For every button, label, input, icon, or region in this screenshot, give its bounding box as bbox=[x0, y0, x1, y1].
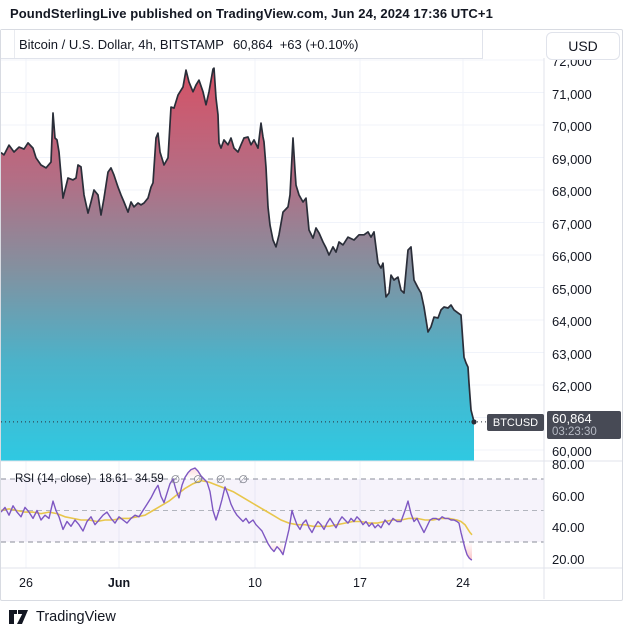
rsi-name: RSI (14, close) bbox=[15, 473, 92, 485]
chart-toolbar: Bitcoin / U.S. Dollar, 4h, BITSTAMP 60,8… bbox=[1, 30, 483, 59]
price-tick-label: 60,000 bbox=[552, 444, 592, 459]
price-tick-label: 66,000 bbox=[552, 249, 592, 264]
rsi-tick-label: 40.00 bbox=[552, 520, 585, 536]
time-tick-label: 10 bbox=[248, 576, 262, 590]
chart-canvas[interactable] bbox=[1, 58, 622, 600]
price-tick-label: 68,000 bbox=[552, 184, 592, 199]
tradingview-logo-icon bbox=[9, 610, 28, 624]
chart-widget: Bitcoin / U.S. Dollar, 4h, BITSTAMP 60,8… bbox=[0, 29, 623, 601]
rsi-tick-label: 20.00 bbox=[552, 551, 585, 567]
currency-usd-button[interactable]: USD bbox=[546, 32, 620, 60]
time-tick-label: Jun bbox=[107, 576, 131, 590]
symbol-legend: Bitcoin / U.S. Dollar, 4h, BITSTAMP 60,8… bbox=[19, 30, 358, 58]
rsi-hidden-values: ∅ ∅ ∅ ∅ bbox=[170, 473, 254, 486]
rsi-legend: RSI (14, close) 18.61 34.59 ∅ ∅ ∅ ∅ bbox=[15, 472, 253, 486]
price-tick-label: 69,000 bbox=[552, 151, 592, 167]
time-tick-label: 24 bbox=[456, 576, 470, 590]
symbol-price-tag: BTCUSD bbox=[487, 414, 544, 431]
attribution-text: PoundSterlingLive published on TradingVi… bbox=[10, 6, 493, 21]
price-tick-label: 70,000 bbox=[552, 119, 592, 134]
legend-last-price: 60,864 bbox=[232, 36, 273, 52]
bar-countdown: 03:23:30 bbox=[552, 426, 597, 438]
rsi-tick-label: 60.00 bbox=[552, 488, 585, 504]
last-price-box: 60,864 03:23:30 bbox=[547, 411, 621, 439]
tradingview-attribution[interactable]: TradingView bbox=[8, 606, 116, 628]
price-tick-label: 62,000 bbox=[552, 379, 592, 394]
time-tick-label: 17 bbox=[353, 576, 367, 590]
rsi-value: 18.61 bbox=[99, 473, 128, 485]
last-price-value: 60,864 bbox=[552, 411, 592, 426]
price-tick-label: 64,000 bbox=[552, 314, 592, 329]
time-tick-label: 26 bbox=[19, 576, 33, 590]
price-tick-label: 63,000 bbox=[552, 346, 592, 362]
price-tick-label: 67,000 bbox=[552, 216, 592, 232]
rsi-tick-label: 80.00 bbox=[552, 457, 585, 473]
tradingview-brand-text: TradingView bbox=[36, 609, 116, 625]
rsi-ma-value: 34.59 bbox=[134, 473, 164, 485]
legend-change: +63 (+0.10%) bbox=[279, 36, 359, 52]
price-tick-label: 65,000 bbox=[552, 281, 592, 297]
price-tick-label: 71,000 bbox=[552, 86, 592, 102]
symbol-title: Bitcoin / U.S. Dollar, 4h, BITSTAMP bbox=[19, 36, 224, 52]
toolbar-separator bbox=[14, 30, 15, 58]
